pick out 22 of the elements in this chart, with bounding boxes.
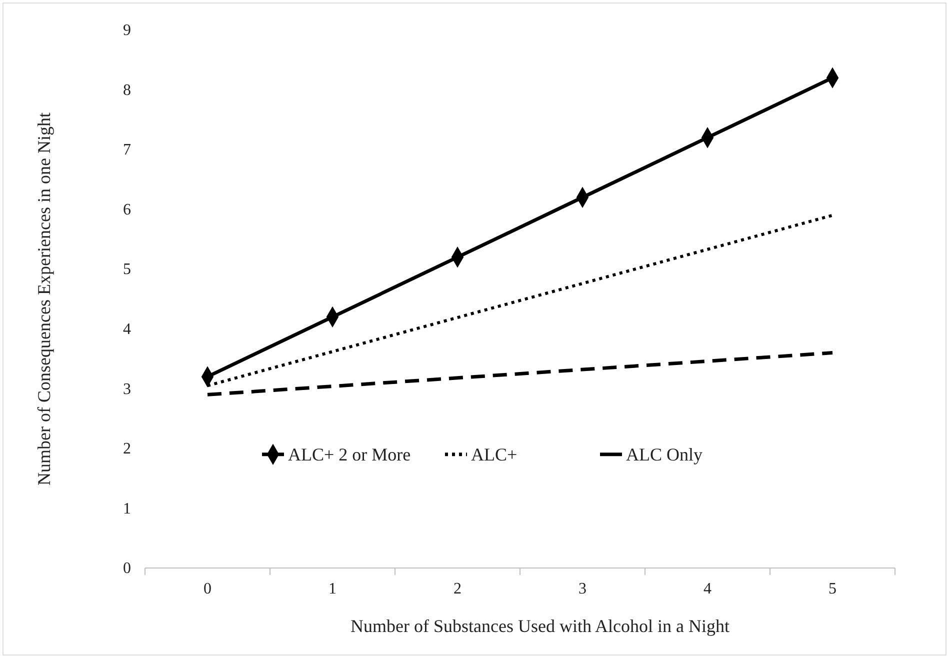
y-tick-label: 2 <box>123 440 131 458</box>
y-tick-label: 9 <box>123 22 131 40</box>
x-tick-label: 0 <box>204 580 212 598</box>
x-axis-title: Number of Substances Used with Alcohol in a Night <box>350 616 730 636</box>
y-tick-label: 1 <box>123 500 131 518</box>
line-series <box>206 351 834 396</box>
y-tick-label: 5 <box>123 261 131 278</box>
y-tick-label: 7 <box>123 142 131 159</box>
y-tick-label: 8 <box>123 82 131 99</box>
legend-label: ALC Only <box>626 444 702 464</box>
y-tick-label: 0 <box>123 560 131 578</box>
y-tick-label: 3 <box>123 380 131 398</box>
x-tick-label: 4 <box>704 580 712 598</box>
y-axis-title: Number of Consequences Experiences in one Night <box>34 112 54 486</box>
legend-label: ALC+ <box>471 444 518 464</box>
y-tick-label: 6 <box>123 201 131 218</box>
y-tick-label: 4 <box>123 321 131 338</box>
x-tick-label: 2 <box>454 580 462 598</box>
legend-label: ALC+ 2 or More <box>288 444 411 464</box>
x-tick-label: 1 <box>328 580 336 598</box>
x-tick-label: 3 <box>578 580 586 598</box>
x-tick-label: 5 <box>828 580 836 598</box>
